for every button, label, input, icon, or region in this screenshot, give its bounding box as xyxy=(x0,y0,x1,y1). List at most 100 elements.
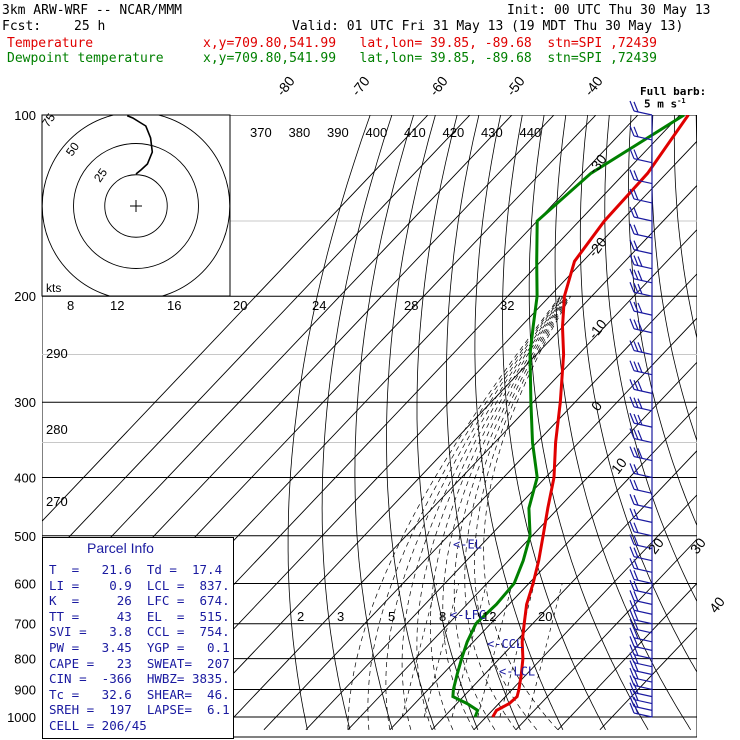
wind-barb-flag xyxy=(637,283,643,295)
wind-barb-flag xyxy=(633,653,639,664)
wind-barb-flag xyxy=(629,618,635,630)
speed-scale-label: 16 xyxy=(167,298,181,313)
wind-barb-flag xyxy=(633,570,639,581)
dewpoint-profile-line xyxy=(451,115,685,718)
wind-barb xyxy=(629,412,653,428)
wind-barb-flag xyxy=(633,479,639,491)
wind-barb xyxy=(629,675,653,691)
wind-barb-flag xyxy=(629,223,635,235)
wind-barb-flag xyxy=(633,447,639,458)
wind-barb-flag xyxy=(633,703,639,715)
wind-barb-flag xyxy=(633,413,639,425)
level-marker: <-CCL xyxy=(487,637,523,651)
dry-adiabat-label: 400 xyxy=(366,125,388,140)
wind-barb-shaft xyxy=(633,578,653,585)
wind-barb-flag xyxy=(629,148,635,159)
wind-barb-shaft xyxy=(633,110,653,116)
wind-barb xyxy=(629,521,653,537)
isotherm-line xyxy=(42,115,513,611)
speed-scale-label: 32 xyxy=(500,298,514,313)
wind-barb-flag xyxy=(633,101,639,113)
wind-barb-flag xyxy=(633,683,639,694)
wind-barb-shaft xyxy=(633,488,653,494)
model-title: 3km ARW-WRF -- NCAR/MMM xyxy=(2,3,183,18)
moist-adiabat-line xyxy=(385,295,563,730)
isotherm-line xyxy=(179,184,697,731)
wind-barb-flag xyxy=(633,690,639,701)
isotherm-label: 10 xyxy=(608,455,630,477)
temperature-legend: Temperature xyxy=(7,36,94,51)
wind-barb-flag xyxy=(633,429,639,440)
wind-barb-flag xyxy=(633,189,639,201)
parcel-info-row: CIN = -366 HWBZ= 3835. xyxy=(49,671,230,687)
wind-barb-shaft xyxy=(633,599,653,605)
wind-barb-flag xyxy=(637,414,643,426)
isotherm-label: 0 xyxy=(588,398,606,414)
isotherm-line xyxy=(599,626,697,731)
wind-barb-shaft xyxy=(633,589,653,595)
speed-scale-label: 8 xyxy=(67,298,74,313)
wind-barb-flag xyxy=(629,463,635,474)
pressure-tick-label: 100 xyxy=(14,108,36,123)
wind-barb-shaft xyxy=(633,619,653,625)
wind-barb xyxy=(629,667,653,683)
wind-barb-shaft xyxy=(633,349,653,356)
moist-adiabat-line xyxy=(416,296,565,730)
wind-barb-shaft xyxy=(633,310,653,316)
wind-barb-flag xyxy=(629,702,635,714)
wind-barb-shaft xyxy=(633,609,653,615)
wind-barb-flag xyxy=(633,361,639,372)
wind-barb-shaft xyxy=(633,264,653,270)
wind-barb-flag xyxy=(629,412,635,424)
wind-barb-flag xyxy=(629,268,635,280)
wind-barb-shaft xyxy=(633,388,653,394)
wind-barb-flag xyxy=(633,255,639,266)
wind-barb-shaft xyxy=(633,370,653,376)
wind-barb-shaft xyxy=(633,684,653,691)
wind-barb-flag xyxy=(629,446,635,457)
isotherm-line xyxy=(431,450,697,731)
temperature-profile-line xyxy=(491,115,690,718)
wind-barb-flag xyxy=(633,522,639,533)
kts-label: kts xyxy=(46,281,61,295)
wind-barb-shaft xyxy=(633,455,653,462)
wind-barb-shaft xyxy=(633,291,653,297)
wind-barb-flag xyxy=(633,282,639,294)
pressure-tick-label: 800 xyxy=(14,652,36,667)
mixing-ratio-line xyxy=(477,583,513,718)
isotherm-label: 40 xyxy=(706,594,728,616)
wind-barb-shaft xyxy=(633,198,653,204)
wind-barb-flag xyxy=(629,239,635,250)
mixing-ratio-label: 5 xyxy=(388,609,395,624)
wind-barb-shaft xyxy=(633,249,653,255)
wind-barb xyxy=(629,206,653,222)
barb-key-line1: Full barb: xyxy=(640,85,707,98)
wind-barb-flag xyxy=(629,644,635,655)
wind-barb-shaft xyxy=(633,158,653,164)
wind-barb-flag xyxy=(629,660,635,671)
wind-barb-flag xyxy=(629,569,635,580)
wind-barb-flag xyxy=(629,652,635,663)
plot-frame xyxy=(42,115,697,738)
wind-barb xyxy=(629,534,653,550)
barb-key-line2: 5 m s-1 xyxy=(644,97,686,111)
parcel-info-row: Tc = 32.6 SHEAR= 46. xyxy=(49,686,230,702)
wind-barb-flag xyxy=(629,508,635,519)
wind-barb-flag xyxy=(633,269,639,280)
wind-barb-shaft xyxy=(633,645,653,651)
theta-label: 280 xyxy=(46,422,68,437)
wind-barb xyxy=(629,627,653,643)
wind-barb-shaft xyxy=(633,278,653,284)
wind-barb-flag xyxy=(629,206,635,218)
dry-adiabat-label: 430 xyxy=(481,125,503,140)
moist-adiabat-line xyxy=(442,296,567,730)
parcel-info-title: Parcel Info xyxy=(87,540,154,556)
wind-barbs xyxy=(629,100,653,718)
wind-barb-flag xyxy=(637,448,643,459)
mixing-ratio-line xyxy=(423,583,459,718)
dry-adiabat-line xyxy=(502,115,606,730)
wind-barb xyxy=(629,546,653,562)
wind-barb-flag xyxy=(637,380,643,392)
init-time: Init: 00 UTC Thu 30 May 13 xyxy=(507,3,711,18)
